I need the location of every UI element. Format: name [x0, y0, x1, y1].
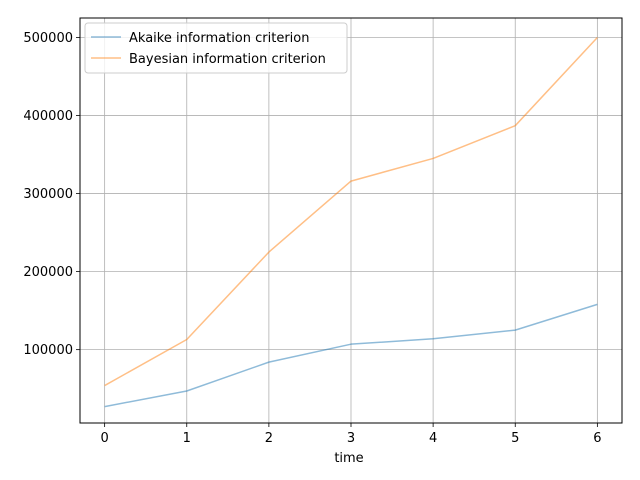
series-lines — [104, 36, 598, 408]
legend-frame — [84, 22, 348, 74]
x-tick-label: 6 — [593, 431, 601, 446]
legend-label-akaike: Akaike information criterion — [129, 31, 309, 46]
x-tick-label: 0 — [100, 431, 108, 446]
x-axis-ticks: 0 1 2 3 4 5 6 — [100, 423, 602, 446]
legend-label-bayesian: Bayesian information criterion — [129, 52, 326, 67]
x-axis-label: time — [334, 451, 363, 466]
grid — [80, 18, 622, 423]
y-tick-label: 300000 — [23, 187, 73, 202]
series-line-0 — [104, 303, 598, 408]
y-tick-label: 500000 — [23, 31, 73, 46]
x-tick-label: 2 — [265, 431, 273, 446]
x-tick-label: 4 — [429, 431, 437, 446]
legend: Akaike information criterion Bayesian in… — [84, 22, 348, 74]
y-axis-ticks: 100000 200000 300000 400000 500000 — [23, 31, 80, 358]
y-tick-label: 100000 — [23, 343, 73, 358]
x-tick-label: 5 — [511, 431, 519, 446]
y-tick-label: 200000 — [23, 265, 73, 280]
series-line-1 — [104, 36, 598, 387]
x-tick-label: 3 — [347, 431, 355, 446]
x-tick-label: 1 — [183, 431, 191, 446]
y-tick-label: 400000 — [23, 109, 73, 124]
